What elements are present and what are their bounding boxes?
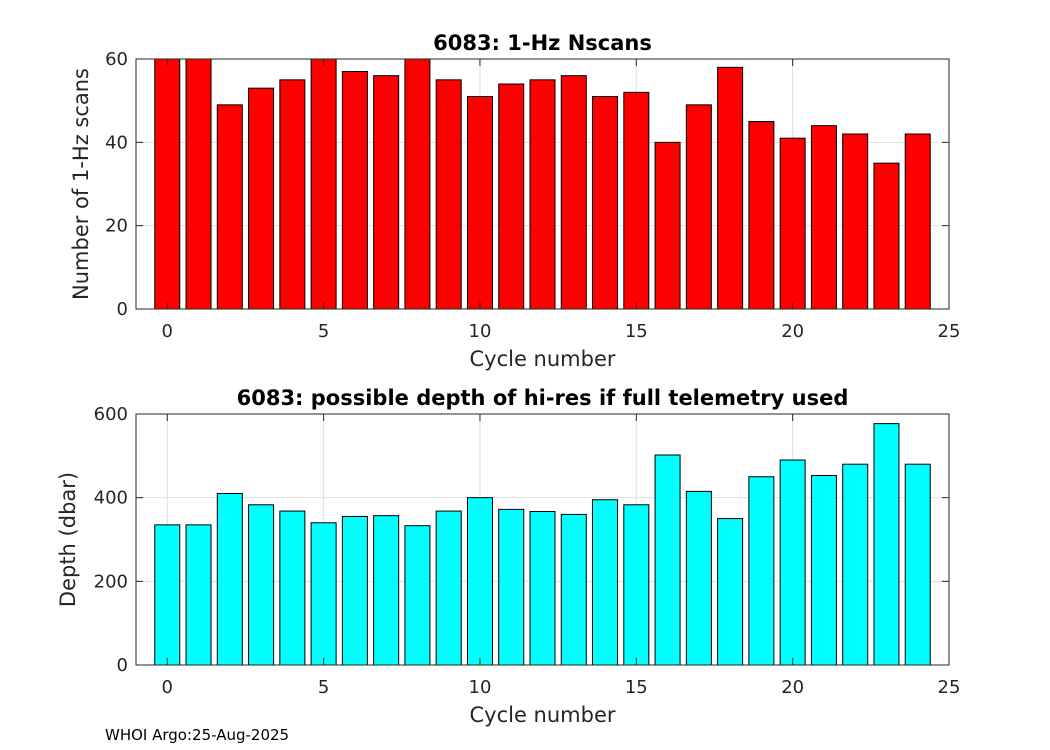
nscans-bar-1 [185, 58, 212, 310]
depth-bar-13 [560, 513, 587, 666]
nscans-bar-20 [779, 137, 806, 310]
depth-bar-8 [404, 525, 431, 666]
depth-bar-6 [341, 515, 368, 666]
depth-bar-17 [685, 490, 712, 666]
nscans-bar-10 [466, 96, 493, 310]
depth-bar-20 [779, 459, 806, 666]
nscans-bar-15 [623, 91, 650, 310]
nscans-bar-19 [748, 121, 775, 310]
nscans-bar-6 [341, 71, 368, 310]
depth-bar-12 [529, 510, 556, 666]
nscans-axes-frame [135, 58, 950, 310]
depth-bar-16 [654, 454, 681, 666]
nscans-x-tick-label: 10 [469, 321, 492, 342]
depth-x-axis-label: Cycle number [469, 703, 615, 727]
depth-bar-23 [873, 423, 900, 666]
depth-bar-0 [154, 524, 181, 666]
depth-bar-2 [216, 492, 243, 666]
nscans-x-tick-label: 5 [318, 321, 329, 342]
footer-credit: WHOI Argo:25-Aug-2025 [105, 726, 290, 744]
nscans-bar-7 [373, 75, 400, 310]
nscans-bar-9 [435, 79, 462, 310]
depth-bar-3 [248, 504, 275, 666]
nscans-bar-14 [592, 96, 619, 310]
nscans-y-tick-label: 60 [105, 49, 128, 70]
nscans-bar-22 [842, 133, 869, 310]
depth-y-tick-label: 400 [94, 488, 128, 509]
depth-bar-22 [842, 463, 869, 666]
depth-bar-14 [592, 499, 619, 666]
depth-y-tick-label: 600 [94, 404, 128, 425]
nscans-x-tick-label: 15 [625, 321, 648, 342]
nscans-bar-11 [498, 83, 525, 310]
depth-bar-21 [810, 474, 837, 666]
depth-bar-1 [185, 524, 212, 666]
depth-x-tick-label: 25 [938, 677, 961, 698]
nscans-bar-5 [310, 58, 337, 310]
depth-x-tick-label: 0 [162, 677, 173, 698]
depth-bar-19 [748, 476, 775, 666]
nscans-y-tick-label: 40 [105, 132, 128, 153]
nscans-bar-3 [248, 87, 275, 310]
depth-axes-frame [135, 413, 950, 666]
nscans-bar-23 [873, 162, 900, 310]
depth-bar-15 [623, 504, 650, 666]
nscans-y-axis-label: Number of 1-Hz scans [69, 68, 93, 300]
nscans-x-tick-label: 25 [938, 321, 961, 342]
depth-y-axis-label: Depth (dbar) [56, 472, 80, 607]
depth-bar-18 [717, 518, 744, 666]
nscans-bar-18 [717, 66, 744, 310]
nscans-bar-16 [654, 141, 681, 310]
depth-chart-title: 6083: possible depth of hi-res if full t… [237, 386, 849, 410]
nscans-bar-17 [685, 104, 712, 310]
depth-bar-4 [279, 510, 306, 666]
depth-bar-5 [310, 522, 337, 666]
nscans-bar-12 [529, 79, 556, 310]
depth-bar-9 [435, 510, 462, 666]
depth-bar-7 [373, 515, 400, 666]
nscans-x-tick-label: 0 [162, 321, 173, 342]
nscans-bar-13 [560, 75, 587, 310]
depth-y-tick-label: 0 [117, 655, 128, 676]
nscans-y-tick-label: 0 [117, 299, 128, 320]
depth-x-tick-label: 15 [625, 677, 648, 698]
depth-x-tick-label: 5 [318, 677, 329, 698]
depth-bar-10 [466, 497, 493, 666]
depth-y-tick-label: 200 [94, 571, 128, 592]
nscans-chart-title: 6083: 1-Hz Nscans [433, 31, 652, 55]
nscans-x-axis-label: Cycle number [469, 347, 615, 371]
nscans-bar-2 [216, 104, 243, 310]
nscans-x-tick-label: 20 [781, 321, 804, 342]
nscans-bar-21 [810, 125, 837, 310]
depth-bar-24 [904, 463, 931, 666]
depth-bar-11 [498, 508, 525, 666]
nscans-bar-0 [154, 58, 181, 310]
nscans-bar-24 [904, 133, 931, 310]
depth-x-tick-label: 10 [469, 677, 492, 698]
depth-x-tick-label: 20 [781, 677, 804, 698]
nscans-bar-8 [404, 58, 431, 310]
nscans-bar-4 [279, 79, 306, 310]
nscans-y-tick-label: 20 [105, 216, 128, 237]
